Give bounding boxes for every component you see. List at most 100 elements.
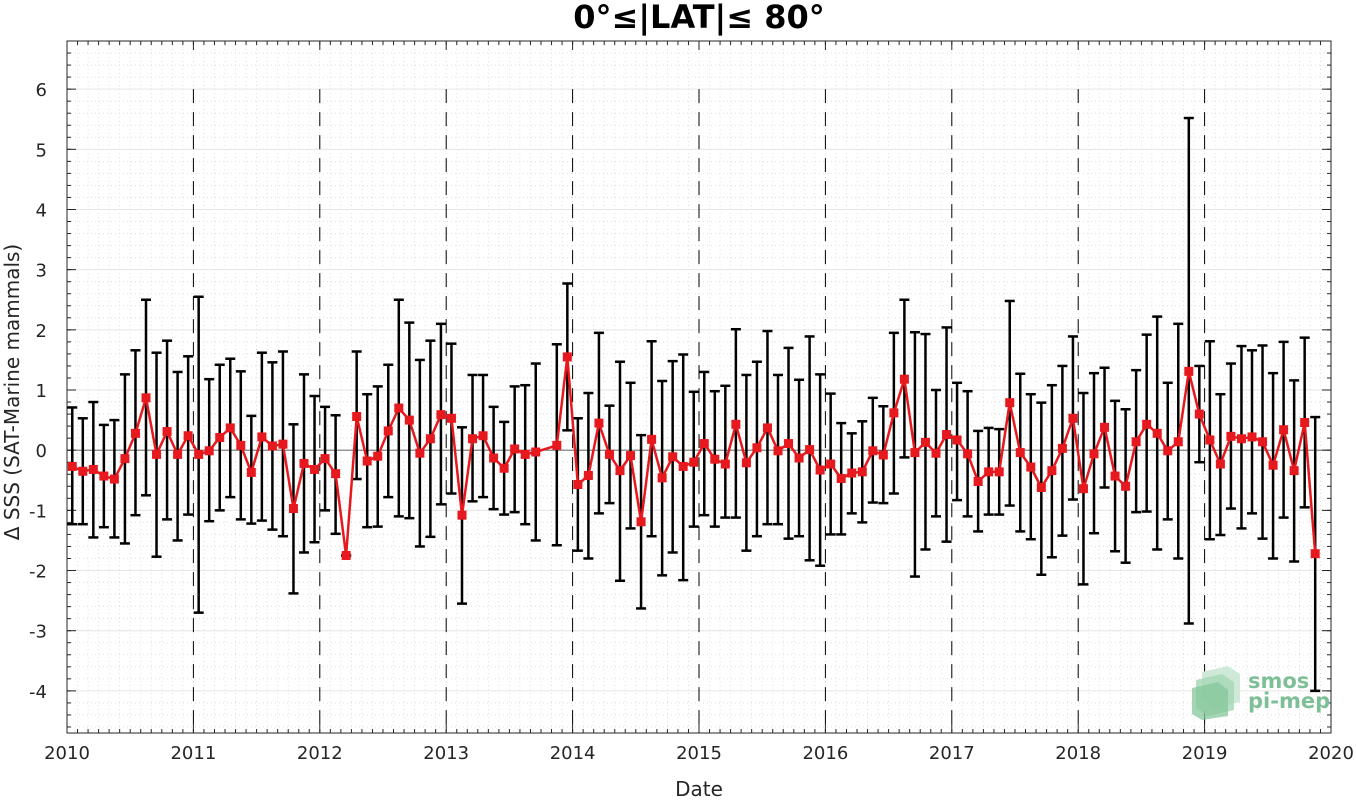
error-bar bbox=[720, 384, 731, 519]
data-point bbox=[1226, 431, 1236, 441]
x-tick-label: 2013 bbox=[423, 743, 469, 764]
y-tick-label: -4 bbox=[29, 682, 47, 703]
data-point bbox=[752, 443, 762, 453]
logo-line2: pi-mep bbox=[1248, 689, 1330, 713]
x-tick-label: 2020 bbox=[1308, 743, 1354, 764]
data-point bbox=[1121, 481, 1131, 491]
data-point bbox=[794, 453, 804, 463]
data-point bbox=[1015, 448, 1025, 458]
y-tick-label: 0 bbox=[36, 441, 47, 462]
x-tick-labels: 2010 2011 2012 2013 2014 2015 2016 2017 2018 2019… bbox=[44, 743, 1354, 764]
data-point bbox=[236, 440, 246, 450]
data-point bbox=[489, 453, 499, 463]
data-point bbox=[594, 418, 604, 428]
data-point bbox=[573, 479, 583, 489]
y-axis-label: Δ SSS (SAT-Marine mammals) bbox=[0, 244, 24, 540]
data-point bbox=[215, 433, 225, 443]
chart-title: 0°≤|LAT|≤ 80° bbox=[573, 0, 824, 37]
x-tick-label: 2011 bbox=[170, 743, 216, 764]
data-point bbox=[352, 411, 362, 421]
data-point bbox=[1268, 460, 1278, 470]
data-point bbox=[931, 448, 941, 458]
data-point bbox=[152, 449, 162, 459]
data-point bbox=[183, 431, 193, 441]
data-point bbox=[1078, 484, 1088, 494]
data-point bbox=[994, 467, 1004, 477]
data-point bbox=[341, 550, 351, 560]
data-point bbox=[1026, 462, 1036, 472]
data-point bbox=[362, 456, 372, 466]
data-point bbox=[1310, 549, 1320, 559]
data-point bbox=[1279, 425, 1289, 435]
data-point bbox=[1205, 435, 1215, 445]
error-bars bbox=[67, 116, 1321, 693]
y-tick-label: 2 bbox=[36, 321, 47, 342]
error-bar bbox=[1247, 349, 1257, 515]
y-tick-label: -2 bbox=[29, 562, 47, 583]
data-point bbox=[1300, 418, 1310, 428]
x-tick-label: 2014 bbox=[550, 743, 596, 764]
x-tick-label: 2018 bbox=[1055, 743, 1101, 764]
data-point bbox=[478, 431, 488, 441]
data-point bbox=[1005, 398, 1015, 408]
data-point bbox=[984, 467, 994, 477]
y-tick-label: 5 bbox=[36, 140, 47, 161]
data-point bbox=[78, 466, 88, 476]
data-point bbox=[720, 459, 730, 469]
data-point bbox=[320, 454, 330, 464]
x-tick-label: 2017 bbox=[929, 743, 975, 764]
data-point bbox=[1258, 437, 1268, 447]
data-point bbox=[310, 464, 320, 474]
data-point bbox=[99, 471, 109, 481]
data-point bbox=[647, 434, 657, 444]
data-point bbox=[468, 434, 478, 444]
series-markers bbox=[67, 352, 1320, 560]
data-point bbox=[678, 461, 688, 471]
data-point bbox=[446, 413, 456, 423]
data-point bbox=[973, 476, 983, 486]
data-point bbox=[784, 439, 794, 449]
data-point bbox=[331, 469, 341, 479]
data-point bbox=[499, 463, 509, 473]
y-tick-label: 6 bbox=[36, 80, 47, 101]
data-point bbox=[436, 410, 446, 420]
data-point bbox=[762, 423, 772, 433]
data-point bbox=[836, 473, 846, 483]
data-point bbox=[552, 440, 562, 450]
data-point bbox=[415, 448, 425, 458]
data-point bbox=[1184, 366, 1194, 376]
data-point bbox=[1152, 428, 1162, 438]
x-tick-label: 2019 bbox=[1182, 743, 1228, 764]
data-point bbox=[1289, 466, 1299, 476]
data-point bbox=[130, 428, 140, 438]
data-point bbox=[1173, 437, 1183, 447]
data-point bbox=[963, 449, 973, 459]
x-tick-label: 2012 bbox=[297, 743, 343, 764]
x-tick-label: 2015 bbox=[676, 743, 722, 764]
data-point bbox=[299, 458, 309, 468]
series-line-path bbox=[71, 355, 1317, 557]
data-point bbox=[1057, 443, 1067, 453]
data-point bbox=[889, 408, 899, 418]
x-tick-label: 2016 bbox=[802, 743, 848, 764]
data-point bbox=[246, 467, 256, 477]
data-point bbox=[910, 448, 920, 458]
data-point bbox=[689, 457, 699, 467]
data-point bbox=[1131, 437, 1141, 447]
data-point bbox=[899, 374, 909, 384]
data-point bbox=[194, 449, 204, 459]
data-point bbox=[1142, 419, 1152, 429]
y-tick-label: 1 bbox=[36, 381, 47, 402]
data-point bbox=[604, 449, 614, 459]
y-tick-label: -3 bbox=[29, 622, 47, 643]
data-point bbox=[942, 430, 952, 440]
data-point bbox=[404, 415, 414, 425]
data-point bbox=[1194, 409, 1204, 419]
data-point bbox=[1100, 422, 1110, 432]
data-point bbox=[267, 441, 277, 451]
data-point bbox=[857, 467, 867, 477]
data-point bbox=[1247, 432, 1257, 442]
axes bbox=[66, 40, 1332, 734]
logo-line1: smos bbox=[1248, 669, 1309, 693]
